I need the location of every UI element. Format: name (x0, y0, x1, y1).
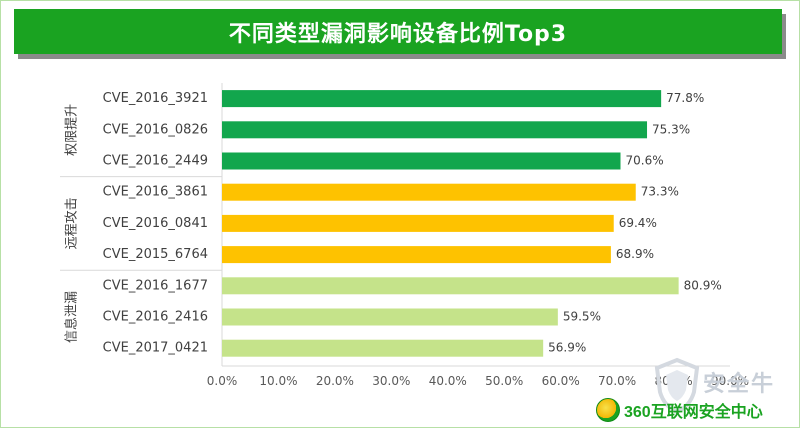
logo-text: 360互联网安全中心 (624, 404, 763, 421)
category-label: CVE_2016_0826 (103, 122, 208, 137)
watermark: 安全牛 (648, 356, 798, 426)
x-tick-label: 30.0% (372, 374, 410, 388)
bar (222, 339, 544, 357)
data-label: 56.9% (548, 341, 586, 355)
category-label: CVE_2016_3861 (103, 185, 208, 200)
group-label: 信息泄漏 (64, 291, 80, 343)
data-label: 70.6% (625, 154, 663, 168)
category-label: CVE_2016_1677 (103, 278, 208, 293)
watermark-text: 安全牛 (703, 372, 776, 397)
category-label: CVE_2016_3921 (103, 91, 208, 106)
bar (222, 214, 614, 232)
data-label: 73.3% (641, 185, 679, 199)
category-label: CVE_2015_6764 (103, 247, 208, 262)
data-label: 77.8% (666, 91, 704, 105)
data-label: 75.3% (652, 122, 690, 136)
brand-logo: 360互联网安全中心 (596, 398, 763, 422)
x-tick-label: 90.0% (711, 374, 749, 388)
data-label: 59.5% (563, 310, 601, 324)
bar (222, 183, 636, 201)
x-tick-label: 50.0% (485, 374, 523, 388)
category-label: CVE_2016_0841 (103, 216, 208, 231)
x-tick-label: 10.0% (259, 374, 297, 388)
x-tick-label: 70.0% (598, 374, 636, 388)
bar (222, 277, 679, 295)
x-tick-label: 0.0% (207, 374, 238, 388)
data-label: 68.9% (616, 247, 654, 261)
shield-icon (654, 357, 700, 415)
category-label: CVE_2016_2416 (103, 310, 208, 325)
data-label: 80.9% (684, 278, 722, 292)
bar (222, 152, 621, 170)
bar (222, 121, 648, 139)
chart-title: 不同类型漏洞影响设备比例Top3 (228, 21, 568, 47)
bar (222, 308, 558, 326)
x-tick-label: 20.0% (316, 374, 354, 388)
logo-icon (596, 398, 620, 422)
x-tick-label: 60.0% (542, 374, 580, 388)
category-label: CVE_2016_2449 (103, 154, 208, 169)
bar (222, 246, 611, 264)
category-label: CVE_2017_0421 (103, 341, 208, 356)
group-label: 权限提升 (64, 104, 80, 156)
title-banner: 不同类型漏洞影响设备比例Top3 (14, 9, 782, 54)
bar (222, 90, 662, 108)
x-tick-label: 40.0% (429, 374, 467, 388)
group-label: 远程攻击 (65, 197, 80, 249)
data-label: 69.4% (619, 216, 657, 230)
